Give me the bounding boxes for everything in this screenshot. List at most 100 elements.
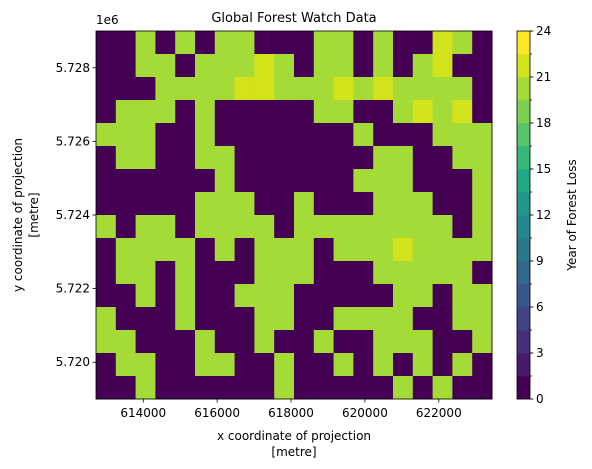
raster-cell [294,376,315,400]
raster-cell [135,192,156,216]
raster-cell [195,146,216,170]
raster-cell [155,192,176,216]
raster-cell [373,215,394,239]
raster-cell [412,54,434,78]
colorbar-tick-label: 18 [536,116,551,130]
y-offset-label: 1e6 [96,13,119,27]
raster-cell [234,330,255,354]
raster-cell [175,146,196,170]
raster-cell [195,330,216,354]
raster-cell [313,238,335,262]
raster-cell [96,192,117,216]
raster-cell [214,31,236,55]
raster-cell [274,307,295,331]
raster-cell [313,146,335,170]
raster-cell [135,376,156,400]
x-tick-label: 620000 [342,406,388,420]
raster-cell [472,238,493,262]
x-tick-label: 616000 [194,406,240,420]
raster-cell [155,376,176,400]
raster-cell [353,77,374,101]
raster-cell [432,100,453,124]
colorbar-tick-label: 9 [536,254,544,268]
raster-cell [96,330,117,354]
y-axis-label: [metre] [27,192,41,237]
colorbar-tick-label: 15 [536,162,551,176]
raster-cell [313,376,335,400]
raster-cell [373,238,394,262]
raster-cell [115,100,137,124]
raster-cell [254,307,275,331]
colorbar-band [517,238,530,262]
raster-cell [353,238,374,262]
raster-cell [432,146,453,170]
raster-cell [274,100,295,124]
raster-cell [175,54,196,78]
y-tick-label: 5.726 [56,134,90,148]
raster-cell [412,238,434,262]
raster-cell [175,169,196,193]
raster-cell [313,123,335,147]
raster-cell [254,169,275,193]
raster-cell [115,330,137,354]
raster-cell [333,238,354,262]
raster-cell [96,31,117,55]
raster-cell [412,215,434,239]
raster-cell [115,238,137,262]
raster-cell [373,54,394,78]
raster-cell [294,77,315,101]
raster-cell [155,146,176,170]
raster-cell [195,307,216,331]
raster-cell [432,376,453,400]
raster-cell [393,330,414,354]
y-tick-label: 5.724 [56,208,90,222]
colorbar-band [517,31,530,55]
raster-cell [155,215,176,239]
raster-cell [333,123,354,147]
raster-cell [96,238,117,262]
raster-cell [333,169,354,193]
raster-cell [115,54,137,78]
raster-cell [274,284,295,308]
raster-cell [135,146,156,170]
raster-cell [373,77,394,101]
raster-cell [333,54,354,78]
raster-cell [214,353,236,377]
raster-cell [333,330,354,354]
raster-cell [155,353,176,377]
raster-cell [432,77,453,101]
raster-cell [452,376,473,400]
raster-cell [254,353,275,377]
raster-cell [195,77,216,101]
raster-cell [115,261,137,285]
raster-cell [294,123,315,147]
raster-cell [175,31,196,55]
raster-cell [373,376,394,400]
raster-cell [195,192,216,216]
raster-cell [234,215,255,239]
raster-cell [432,284,453,308]
raster-cell [214,284,236,308]
raster-cell [333,77,354,101]
raster-cell [373,123,394,147]
raster-cell [234,376,255,400]
raster-cell [373,31,394,55]
raster-cell [393,31,414,55]
x-tick-label: 614000 [120,406,166,420]
raster-cell [353,146,374,170]
colorbar-band [517,330,530,354]
raster-cell [353,215,374,239]
colorbar-band [517,284,530,308]
raster-cell [333,192,354,216]
raster-cell [115,353,137,377]
raster-cell [432,353,453,377]
raster-cell [353,169,374,193]
raster-cell [412,284,434,308]
raster-cell [254,330,275,354]
raster-cell [214,215,236,239]
raster-cell [234,123,255,147]
raster-cell [313,169,335,193]
raster-cell [115,123,137,147]
raster-cell [412,100,434,124]
raster-cell [234,169,255,193]
